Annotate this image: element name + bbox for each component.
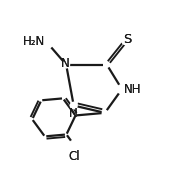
Text: Cl: Cl xyxy=(68,150,80,163)
Text: H₂N: H₂N xyxy=(23,35,45,48)
Text: N: N xyxy=(68,107,77,120)
Circle shape xyxy=(69,140,79,149)
Text: H₂N: H₂N xyxy=(23,35,45,48)
Circle shape xyxy=(63,61,70,68)
Text: S: S xyxy=(123,33,132,46)
Circle shape xyxy=(122,37,129,45)
Text: N: N xyxy=(68,107,77,120)
Circle shape xyxy=(117,85,127,94)
Text: NH: NH xyxy=(124,83,141,96)
Circle shape xyxy=(42,37,53,48)
Circle shape xyxy=(70,102,77,109)
Text: Cl: Cl xyxy=(68,150,80,163)
Text: N: N xyxy=(61,57,70,70)
Text: NH: NH xyxy=(124,83,141,96)
Text: N: N xyxy=(61,57,70,70)
Text: S: S xyxy=(123,33,132,46)
